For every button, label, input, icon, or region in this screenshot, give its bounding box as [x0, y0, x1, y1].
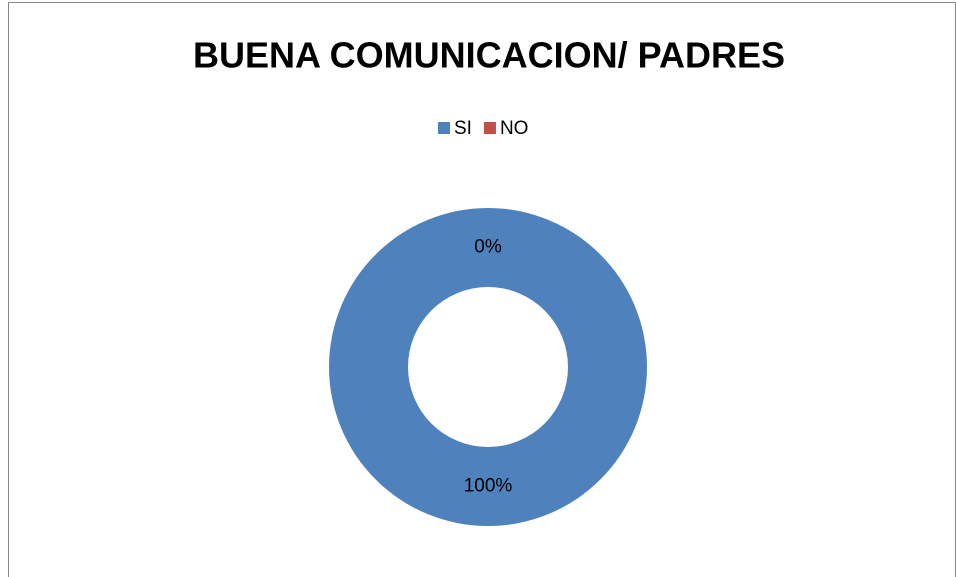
- data-label: 100%: [464, 476, 513, 497]
- donut-slice: [329, 208, 647, 526]
- legend-label: NO: [500, 118, 529, 139]
- legend-swatch: [438, 122, 450, 134]
- data-label: 0%: [474, 237, 502, 258]
- legend-label: SI: [454, 118, 472, 139]
- legend-swatch: [483, 122, 496, 134]
- chart-title: BUENA COMUNICACION/ PADRES: [193, 35, 785, 76]
